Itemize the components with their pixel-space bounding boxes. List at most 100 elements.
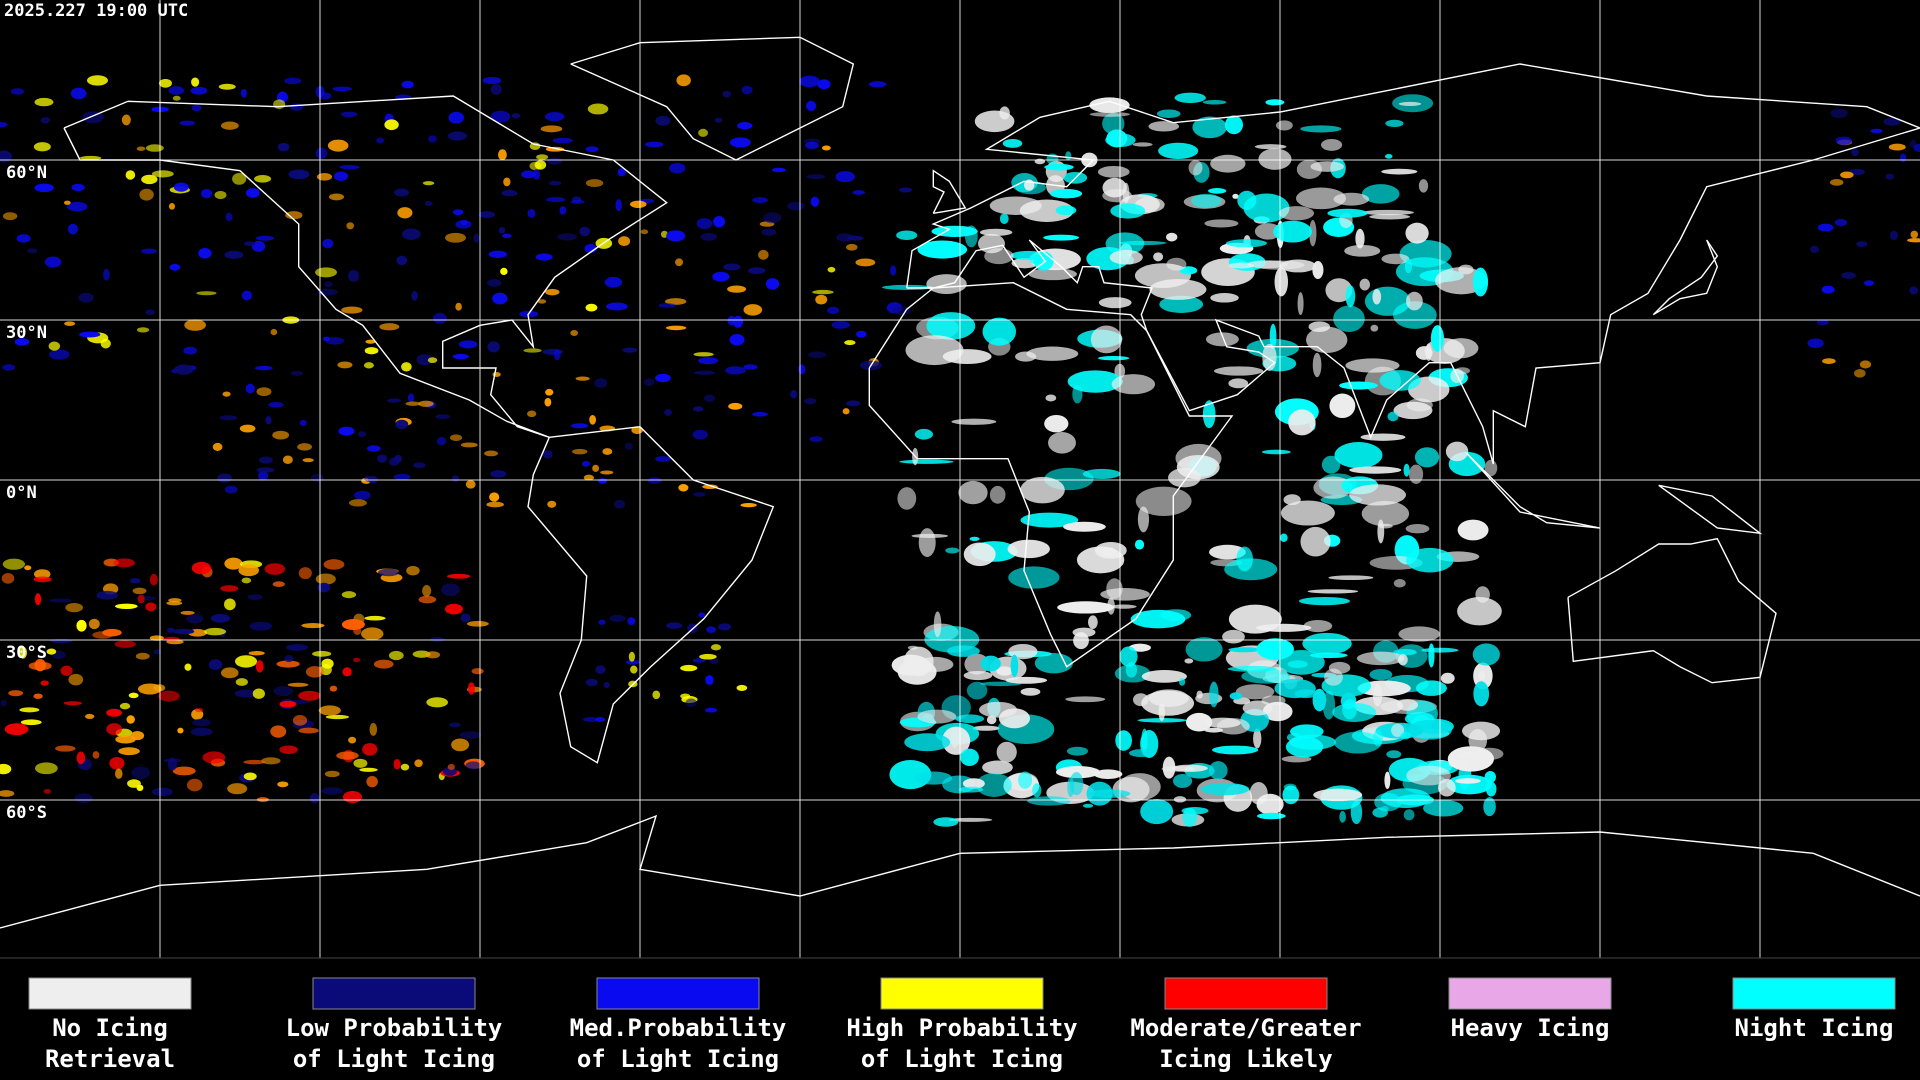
cloud-patch	[1817, 223, 1834, 232]
cloud-patch	[48, 341, 61, 351]
cloud-patch	[1425, 343, 1432, 362]
cloud-patch	[71, 183, 85, 192]
cloud-patch	[1405, 524, 1430, 534]
cloud-patch	[168, 86, 185, 95]
cloud-patch	[1380, 805, 1389, 812]
cloud-patch	[1384, 771, 1391, 790]
cloud-patch	[272, 430, 290, 440]
cloud-patch	[1361, 500, 1410, 527]
cloud-patch	[618, 236, 631, 247]
cloud-patch	[40, 117, 51, 124]
cloud-patch	[942, 726, 971, 755]
cloud-patch	[685, 698, 697, 707]
cloud-patch	[1097, 165, 1130, 178]
cloud-patch	[1101, 547, 1117, 557]
cloud-patch	[1256, 793, 1284, 815]
cloud-patch	[210, 613, 231, 623]
cloud-patch	[198, 248, 212, 259]
cloud-patch	[1484, 771, 1496, 784]
cloud-patch	[436, 436, 447, 446]
cloud-patch	[1328, 661, 1351, 674]
cloud-patch	[585, 146, 599, 153]
cloud-patch	[604, 276, 623, 288]
cloud-patch	[1333, 305, 1365, 332]
cloud-patch	[340, 111, 358, 118]
cloud-patch	[282, 455, 293, 464]
cloud-patch	[1279, 533, 1288, 543]
cloud-patch	[1447, 746, 1494, 772]
cloud-patch	[445, 232, 466, 243]
cloud-patch	[435, 414, 451, 419]
cloud-patch	[241, 290, 253, 301]
cloud-patch	[1210, 293, 1239, 303]
cloud-patch	[405, 401, 421, 406]
cloud-patch	[49, 598, 73, 603]
cloud-patch	[1810, 245, 1819, 254]
cloud-patch	[1300, 125, 1342, 133]
cloud-patch	[1288, 409, 1316, 436]
cloud-patch	[732, 315, 744, 328]
cloud-patch	[527, 410, 537, 418]
cloud-patch	[290, 370, 304, 376]
cloud-patch	[500, 267, 508, 276]
cloud-patch	[115, 603, 138, 609]
cloud-patch	[855, 258, 876, 267]
cloud-patch	[34, 183, 54, 193]
cloud-patch	[0, 699, 7, 707]
cloud-patch	[1313, 788, 1363, 802]
cloud-patch	[527, 209, 536, 218]
cloud-patch	[945, 547, 960, 554]
cloud-patch	[1229, 692, 1243, 700]
cloud-patch	[1423, 799, 1464, 817]
cloud-patch	[1141, 690, 1195, 716]
cloud-patch	[537, 299, 547, 304]
cloud-patch	[34, 97, 54, 107]
cloud-patch	[1105, 232, 1145, 255]
cloud-patch	[286, 644, 309, 651]
cloud-patch	[821, 145, 831, 151]
cloud-patch	[490, 470, 507, 478]
cloud-patch	[948, 817, 993, 822]
cloud-patch	[1829, 178, 1844, 186]
cloud-patch	[1137, 506, 1150, 533]
cloud-patch	[1205, 332, 1239, 347]
cloud-patch	[332, 86, 353, 92]
legend-label: No Icing	[52, 1014, 168, 1042]
cloud-patch	[1889, 230, 1899, 241]
cloud-patch	[220, 585, 239, 592]
cloud-patch	[273, 99, 286, 110]
cloud-patch	[401, 362, 412, 372]
legend-label: Retrieval	[45, 1045, 175, 1073]
cloud-patch	[624, 442, 634, 450]
cloud-patch	[1907, 238, 1920, 243]
cloud-patch	[1355, 228, 1365, 249]
cloud-patch	[1098, 297, 1132, 309]
cloud-patch	[984, 248, 1014, 265]
cloud-patch	[18, 646, 28, 659]
cloud-patch	[729, 333, 745, 346]
cloud-patch	[452, 209, 464, 216]
cloud-patch	[145, 309, 155, 315]
cloud-patch	[598, 619, 606, 625]
cloud-patch	[1840, 171, 1854, 179]
cloud-patch	[536, 154, 549, 160]
legend-swatch	[28, 977, 192, 1010]
cloud-patch	[4, 723, 29, 736]
cloud-patch	[173, 182, 189, 192]
cloud-patch	[747, 267, 766, 274]
cloud-patch	[1216, 718, 1250, 735]
cloud-patch	[1438, 778, 1456, 797]
cloud-patch	[1222, 629, 1245, 644]
cloud-patch	[232, 172, 247, 185]
cloud-patch	[1283, 783, 1297, 791]
cloud-patch	[413, 462, 426, 469]
cloud-patch	[125, 170, 136, 180]
cloud-patch	[411, 291, 418, 301]
cloud-patch	[400, 763, 410, 771]
cloud-patch	[1225, 239, 1268, 248]
cloud-patch	[168, 202, 176, 210]
cloud-patch	[666, 230, 686, 242]
legend-label: of Light Icing	[577, 1045, 779, 1073]
cloud-patch	[976, 772, 1012, 797]
cloud-patch	[1235, 684, 1275, 700]
